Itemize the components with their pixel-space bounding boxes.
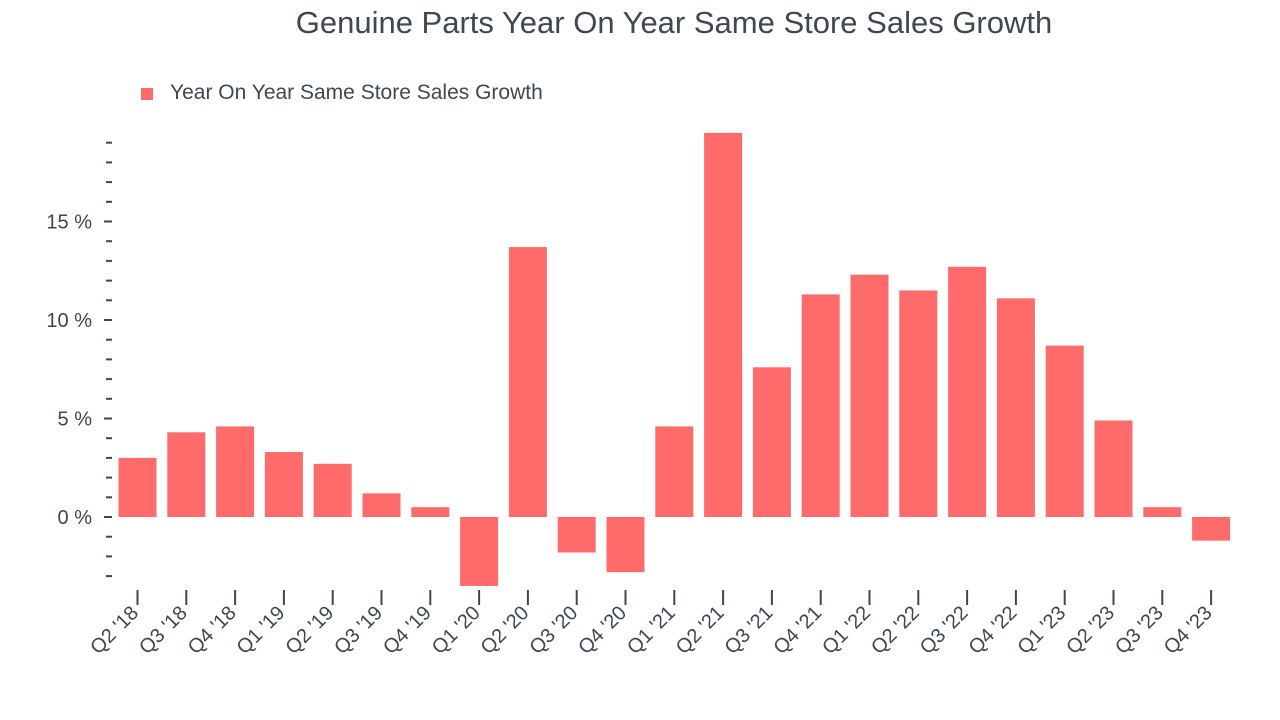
legend-label: Year On Year Same Store Sales Growth [170, 81, 543, 104]
x-tick-label: Q1 '20 [428, 602, 485, 659]
bar [557, 517, 596, 553]
x-tick-label: Q3 '22 [916, 602, 973, 659]
bar [460, 517, 499, 586]
bar [508, 247, 547, 518]
bar [752, 367, 791, 517]
bar [704, 132, 743, 517]
bar [1045, 345, 1084, 517]
y-tick-label: 0 % [58, 507, 93, 529]
x-tick-label: Q2 '23 [1062, 602, 1119, 659]
bar [850, 274, 889, 517]
bar [948, 266, 987, 517]
x-tick-label: Q3 '19 [330, 602, 387, 659]
x-tick-label: Q2 '19 [281, 602, 338, 659]
bar [313, 463, 352, 517]
x-tick-label: Q3 '21 [721, 602, 778, 659]
bar [264, 451, 303, 517]
bar [1143, 507, 1182, 517]
bars [118, 132, 1231, 586]
bar [899, 290, 938, 517]
legend-swatch [141, 88, 153, 100]
x-tick-label: Q2 '20 [477, 602, 534, 659]
x-tick-label: Q3 '18 [135, 602, 192, 659]
x-tick-label: Q1 '22 [818, 602, 875, 659]
bar [167, 432, 206, 517]
bar [216, 426, 255, 517]
x-tick-label: Q3 '23 [1111, 602, 1168, 659]
x-tick-label: Q4 '23 [1160, 602, 1217, 659]
x-tick-label: Q1 '21 [623, 602, 680, 659]
y-tick-label: 10 % [46, 310, 92, 332]
x-tick-label: Q3 '20 [525, 602, 582, 659]
bar [996, 298, 1035, 517]
x-tick-label: Q4 '18 [184, 602, 241, 659]
bar [118, 457, 157, 517]
x-tick-label: Q4 '19 [379, 602, 436, 659]
y-tick-label: 15 % [46, 212, 92, 234]
x-tick-label: Q4 '20 [574, 602, 631, 659]
bar [606, 517, 645, 573]
x-tick-label: Q2 '22 [867, 602, 924, 659]
chart-title: Genuine Parts Year On Year Same Store Sa… [296, 5, 1053, 40]
x-tick-label: Q1 '23 [1013, 602, 1070, 659]
x-tick-label: Q2 '21 [672, 602, 729, 659]
bar [1192, 517, 1231, 541]
x-tick-label: Q2 '18 [86, 602, 143, 659]
x-tick-label: Q4 '21 [769, 602, 826, 659]
bar [1094, 420, 1133, 517]
bar [801, 294, 840, 517]
bar [655, 426, 694, 517]
x-tick-label: Q4 '22 [965, 602, 1022, 659]
y-tick-label: 5 % [58, 409, 93, 431]
y-axis: 0 % 5 % 10 % 15 % [46, 141, 112, 578]
legend: Year On Year Same Store Sales Growth [141, 81, 543, 104]
x-tick-label: Q1 '19 [233, 602, 290, 659]
bar [362, 493, 401, 517]
bar [411, 507, 450, 517]
